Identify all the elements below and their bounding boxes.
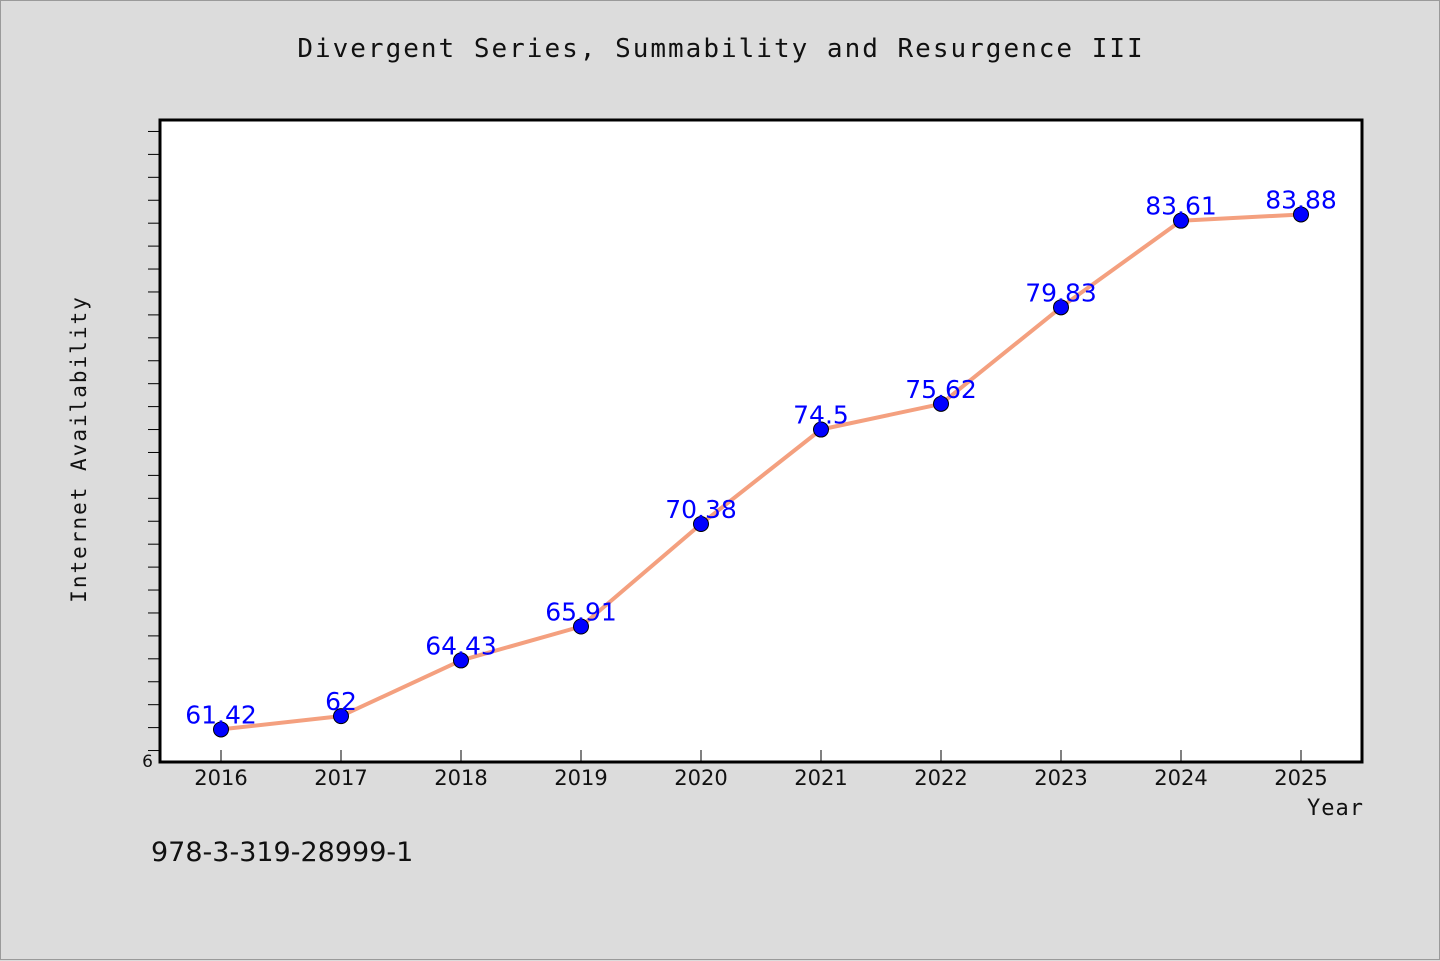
x-axis-ticks: 2016 2017 2018 2019 2020 2021 2022 2023 2024 2025 (194, 750, 1328, 790)
data-label: 70.38 (665, 495, 737, 524)
data-point (1173, 212, 1189, 229)
plot-frame (158, 118, 1364, 764)
x-tick-label: 2019 (554, 766, 607, 790)
series-group: 61.42 62 64.43 65.91 70.38 74.5 75.62 79.83 83.6… (185, 185, 1337, 738)
x-tick-label: 2022 (914, 766, 967, 790)
data-point (693, 516, 709, 533)
x-tick-label: 2018 (434, 766, 487, 790)
x-tick-label: 2016 (194, 766, 247, 790)
plot-background (160, 120, 1362, 762)
x-axis-label: Year (1307, 796, 1364, 821)
data-label: 74.5 (793, 401, 849, 430)
y-axis-ticks (148, 130, 160, 752)
x-tick-label: 2024 (1154, 766, 1207, 790)
y-tick-label: 6 (142, 752, 153, 772)
data-label: 75.62 (905, 375, 977, 404)
data-label: 83.88 (1265, 185, 1337, 214)
data-point (1293, 206, 1309, 223)
series-line (219, 212, 1303, 732)
x-tick-label: 2017 (314, 766, 367, 790)
data-point (1053, 299, 1069, 316)
data-label: 83.61 (1145, 192, 1217, 221)
data-label: 79.83 (1025, 278, 1097, 307)
chart-title: Divergent Series, Summability and Resurg… (297, 34, 1145, 64)
x-tick-label: 2021 (794, 766, 847, 790)
data-label: 62 (325, 687, 357, 716)
footer-isbn: 978-3-319-28999-1 (151, 837, 414, 868)
data-label: 65.91 (545, 597, 617, 626)
x-tick-label: 2023 (1034, 766, 1087, 790)
data-point (813, 421, 829, 438)
data-point (933, 395, 949, 412)
data-point (333, 708, 349, 725)
data-label: 64.43 (425, 631, 497, 660)
data-point (213, 721, 229, 738)
x-tick-label: 2025 (1274, 766, 1327, 790)
x-tick-label: 2020 (674, 766, 727, 790)
data-point (453, 652, 469, 669)
data-point (573, 618, 589, 635)
data-label: 61.42 (185, 700, 257, 729)
